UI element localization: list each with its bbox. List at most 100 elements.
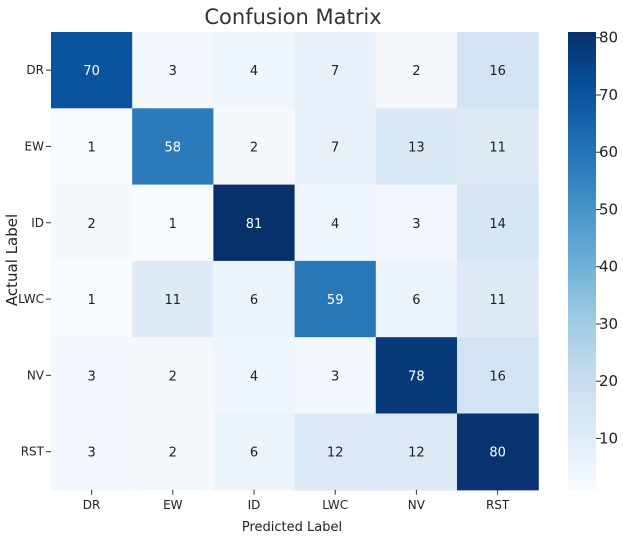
colorbar-tick-label: 20 xyxy=(599,372,618,390)
cell-value-label: 1 xyxy=(87,140,95,155)
cell-value-label: 6 xyxy=(250,293,258,308)
x-tick-label: LWC xyxy=(322,498,348,512)
cell-value-label: 13 xyxy=(408,140,425,155)
cell-value-label: 4 xyxy=(250,64,258,79)
heatmap-cell xyxy=(375,108,458,186)
cell-value-label: 7 xyxy=(331,140,339,155)
cell-value-label: 11 xyxy=(165,293,182,308)
heatmap-cell xyxy=(375,413,458,491)
cell-value-label: 7 xyxy=(331,64,339,79)
cell-value-label: 3 xyxy=(331,369,339,384)
y-axis-label: Actual Label xyxy=(3,214,21,306)
cell-value-label: 59 xyxy=(327,293,344,308)
colorbar-tick-label: 10 xyxy=(599,429,618,447)
heatmap-cell xyxy=(375,260,458,338)
heatmap-cell xyxy=(294,108,377,186)
colorbar-tick-label: 50 xyxy=(599,200,618,218)
cell-value-label: 2 xyxy=(169,369,177,384)
y-tick-label: ID xyxy=(31,216,44,230)
heatmap-cell xyxy=(51,108,133,186)
cell-value-label: 12 xyxy=(408,446,425,461)
cell-value-label: 4 xyxy=(331,217,339,232)
heatmap-cell xyxy=(213,260,296,338)
y-tick-label: RST xyxy=(21,445,45,459)
x-axis-ticks: DR EW ID LWC NV RST xyxy=(83,489,510,512)
cell-value-label: 2 xyxy=(169,446,177,461)
heatmap-cell xyxy=(294,337,377,415)
y-tick-label: DR xyxy=(26,63,44,77)
colorbar-tick-label: 40 xyxy=(599,258,618,276)
cell-value-label: 12 xyxy=(327,446,344,461)
colorbar-tick-label: 60 xyxy=(599,143,618,161)
heatmap-cell xyxy=(51,32,133,109)
heatmap-cell xyxy=(213,337,296,415)
cell-value-label: 16 xyxy=(489,64,506,79)
colorbar-tick-label: 30 xyxy=(599,315,618,333)
heatmap-cell xyxy=(375,184,458,262)
heatmap-cell xyxy=(51,337,133,415)
heatmap-cell xyxy=(51,413,133,491)
heatmap-cell xyxy=(294,32,377,109)
heatmap-cell xyxy=(375,32,458,109)
heatmap-cell xyxy=(213,108,296,186)
heatmap-cell xyxy=(294,184,377,262)
chart-title: Confusion Matrix xyxy=(204,5,381,29)
heatmap-cell xyxy=(213,184,296,262)
colorbar-tick-label: 70 xyxy=(599,86,618,104)
heatmap-cell xyxy=(457,337,539,415)
x-tick-label: DR xyxy=(83,498,101,512)
heatmap-cell xyxy=(294,260,377,338)
cell-value-label: 1 xyxy=(169,217,177,232)
cell-value-label: 4 xyxy=(250,369,258,384)
heatmap-cell xyxy=(132,337,214,415)
cell-value-label: 6 xyxy=(250,446,258,461)
cell-value-label: 2 xyxy=(412,64,420,79)
heatmap-cells: 70 3 4 7 2 161 58 2 7 13 112 1 81 4 3 141 11 6 59 6 113 2 4 3 78… xyxy=(51,32,539,491)
y-tick-label: LWC xyxy=(18,292,44,306)
heatmap-cell xyxy=(132,260,214,338)
colorbar-tick-label: 80 xyxy=(599,29,618,47)
heatmap-cell xyxy=(375,337,458,415)
colorbar: 10 20 30 40 50 60 70 80 xyxy=(568,29,618,490)
heatmap-cell xyxy=(457,260,539,338)
cell-value-label: 11 xyxy=(489,293,506,308)
cell-value-label: 11 xyxy=(489,140,506,155)
heatmap-cell xyxy=(213,413,296,491)
heatmap-cell xyxy=(213,32,296,109)
y-axis-ticks: DR EW ID LWC NV RST xyxy=(18,63,51,459)
cell-value-label: 3 xyxy=(412,217,420,232)
cell-value-label: 6 xyxy=(412,293,420,308)
x-axis-label: Predicted Label xyxy=(242,520,342,535)
heatmap-cell xyxy=(457,184,539,262)
heatmap-cell xyxy=(132,32,214,109)
heatmap-cell xyxy=(132,108,214,186)
cell-value-label: 2 xyxy=(250,140,258,155)
heatmap-cell xyxy=(294,413,377,491)
heatmap-cell xyxy=(51,184,133,262)
cell-value-label: 1 xyxy=(87,293,95,308)
cell-value-label: 78 xyxy=(408,369,425,384)
heatmap-cell xyxy=(132,184,214,262)
cell-value-label: 80 xyxy=(489,446,506,461)
heatmap-cell xyxy=(457,108,539,186)
cell-value-label: 81 xyxy=(246,217,263,232)
cell-value-label: 2 xyxy=(87,217,95,232)
x-tick-label: RST xyxy=(486,498,510,512)
cell-value-label: 16 xyxy=(489,369,506,384)
cell-value-label: 70 xyxy=(83,64,100,79)
heatmap-cell xyxy=(51,260,133,338)
cell-value-label: 3 xyxy=(87,369,95,384)
cell-value-label: 3 xyxy=(87,446,95,461)
heatmap-cell xyxy=(457,413,539,491)
cell-value-label: 58 xyxy=(165,140,182,155)
cell-value-label: 3 xyxy=(169,64,177,79)
x-tick-label: NV xyxy=(408,498,426,512)
x-tick-label: EW xyxy=(163,498,183,512)
colorbar-gradient xyxy=(568,32,596,490)
heatmap-cell xyxy=(132,413,214,491)
y-tick-label: NV xyxy=(27,368,45,382)
y-tick-label: EW xyxy=(25,139,45,153)
heatmap-cell xyxy=(457,32,539,109)
cell-value-label: 14 xyxy=(489,217,506,232)
